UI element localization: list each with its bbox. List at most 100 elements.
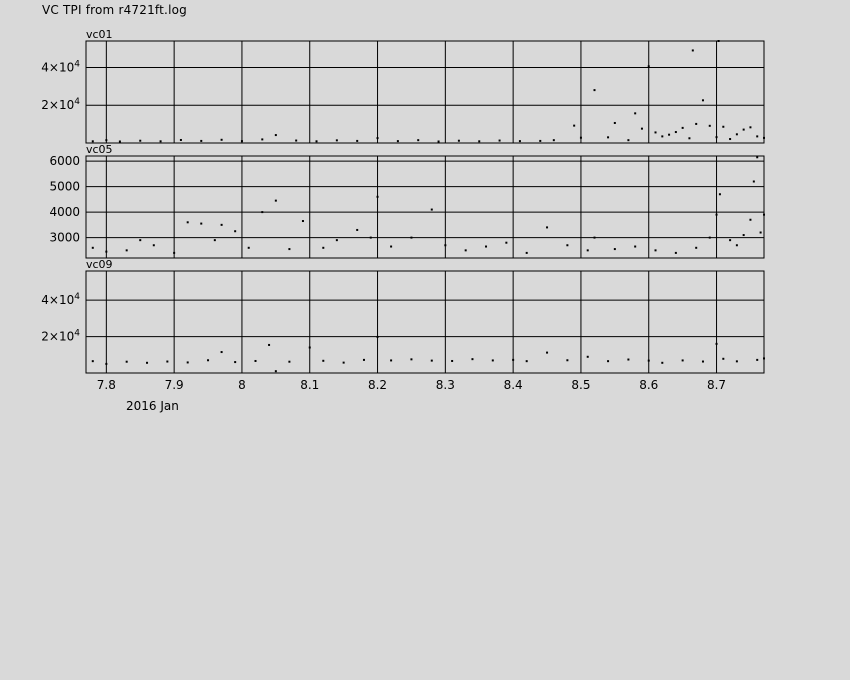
data-point [525,360,528,363]
panel-vc01: vc01 2×104 4×104 [41,28,765,144]
data-point [362,358,365,361]
data-point [485,245,488,248]
data-point [718,193,721,196]
data-point [749,218,752,221]
data-point [301,220,304,223]
data-point [546,351,549,354]
data-point [701,99,704,102]
data-point [274,134,277,137]
y-tick-label: 2×104 [41,97,80,112]
x-tick-label: 8 [238,378,246,392]
data-point [125,249,128,252]
data-point [430,359,433,362]
data-point [451,359,454,362]
data-point [729,138,732,141]
data-point [356,139,359,142]
x-tick-label: 8.1 [300,378,319,392]
data-point [756,135,759,138]
data-point [308,346,311,349]
data-point [593,89,596,92]
data-point [410,358,413,361]
data-point [566,359,569,362]
data-point [715,136,718,139]
data-point [634,112,637,115]
data-point [342,361,345,364]
data-point [139,239,142,242]
x-axis-caption: 2016 Jan [126,399,179,413]
data-point [125,360,128,363]
data-point [335,239,338,242]
data-point [722,125,725,128]
data-point [634,245,637,248]
data-point [763,213,765,216]
y-tick-label: 4×104 [41,59,80,74]
data-point [715,213,718,216]
data-point [579,136,582,139]
x-tick-label: 8.5 [571,378,590,392]
data-point [749,126,752,129]
data-point [518,140,521,143]
data-point [159,140,162,143]
data-point [607,136,610,139]
data-point [717,40,720,42]
data-point [288,248,291,251]
data-point [593,236,596,239]
data-point [742,234,745,237]
data-point [91,246,94,249]
data-point [525,251,528,254]
data-point [759,231,762,234]
x-tick-label: 8.6 [639,378,658,392]
data-point [688,137,691,140]
data-point [742,128,745,131]
data-point [708,124,711,127]
data-point [674,131,677,134]
data-point [152,244,155,247]
data-point [322,246,325,249]
data-point [118,140,121,143]
panel-frame [85,155,765,259]
x-tick-label: 7.8 [97,378,116,392]
data-point [356,228,359,231]
x-tick-label: 7.9 [165,378,184,392]
data-point [552,139,555,142]
data-point [756,358,759,361]
data-point [691,49,694,52]
data-point [430,208,433,211]
data-point [573,124,576,127]
data-point [179,138,182,141]
data-point [220,351,223,354]
data-point [315,140,318,143]
data-point [607,360,610,363]
y-tick-label: 2×104 [41,329,80,344]
y-tick-label: 5000 [49,180,80,194]
data-point [207,359,210,362]
data-point [471,358,474,361]
x-tick-label: 8.7 [707,378,726,392]
data-point [708,236,711,239]
data-point [240,140,243,143]
x-tick-label: 8.2 [368,378,387,392]
data-point [376,335,379,338]
data-point [735,360,738,363]
data-point [627,358,630,361]
data-point [213,239,216,242]
data-point [613,121,616,124]
y-tick-label: 3000 [49,231,80,245]
data-point [396,140,399,143]
data-point [586,355,589,358]
data-point [681,359,684,362]
panel-vc05: vc05 3000 4000 5000 6000 [49,143,765,259]
panel-label: vc05 [86,143,113,156]
data-point [695,246,698,249]
data-point [105,362,108,365]
data-point [668,133,671,136]
panel-label: vc01 [86,28,113,41]
panel-vc09: vc09 2×104 4×104 7.8 7.9 8 8.1 8.2 8.3 8.4 8.5 8.6 8… [41,258,765,392]
data-point [512,358,515,361]
data-point [498,139,501,142]
data-point [234,230,237,233]
data-point [654,249,657,252]
chart-title: VC TPI from r4721ft.log [42,3,187,17]
data-point [247,246,250,249]
data-point [505,241,508,244]
